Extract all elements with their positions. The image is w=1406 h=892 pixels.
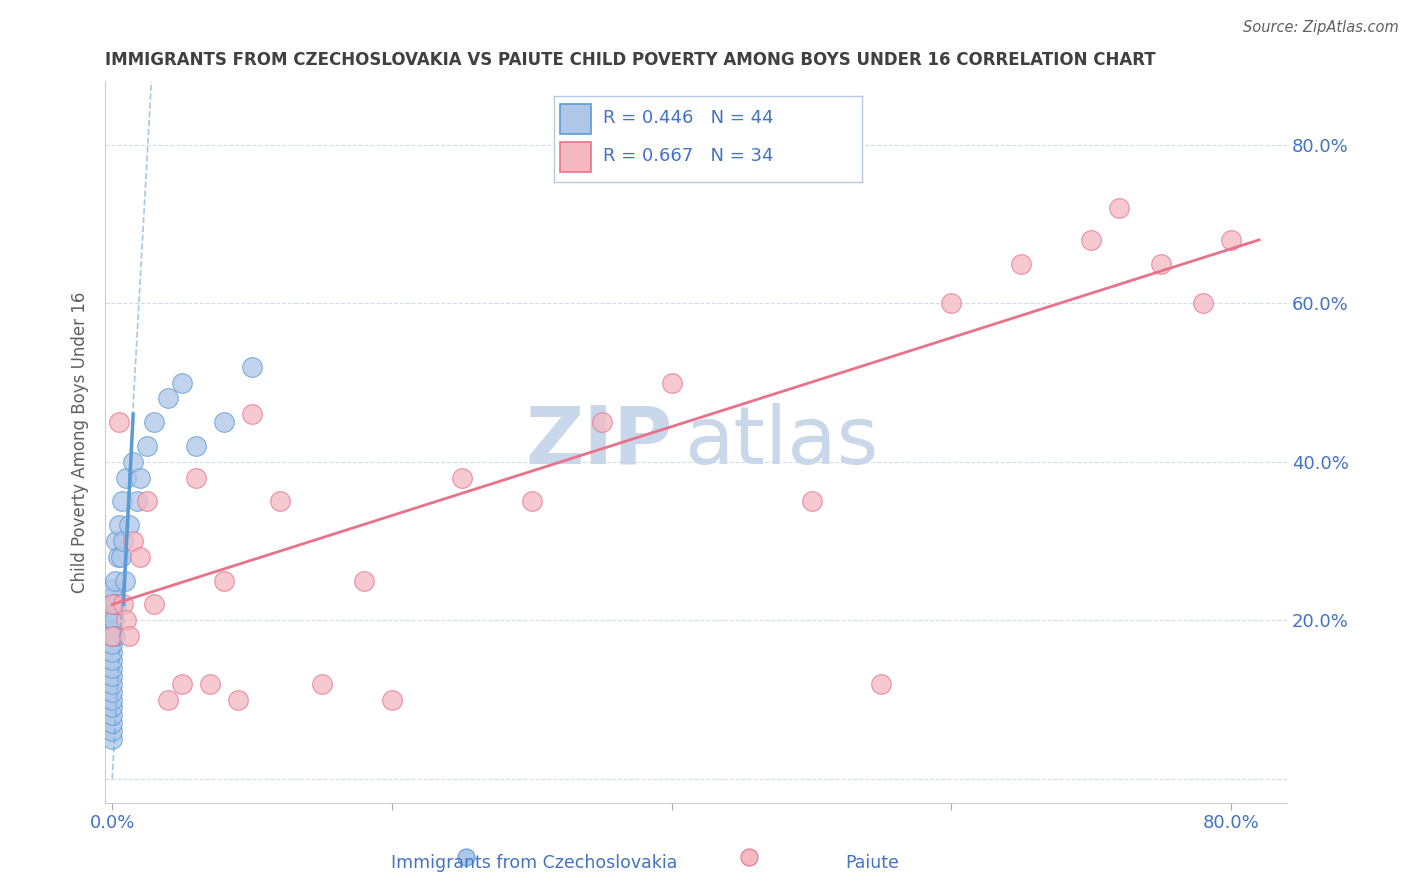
Point [143, 415, 166, 429]
Point [101, 598, 124, 612]
Point [101, 645, 124, 659]
Point [105, 534, 128, 549]
Point [101, 621, 124, 635]
Point [1080, 233, 1102, 247]
Point [198, 676, 221, 690]
Point [800, 494, 823, 508]
Point [104, 574, 127, 588]
Point [101, 700, 124, 714]
Point [451, 470, 474, 484]
Text: ZIP: ZIP [526, 403, 672, 481]
Text: Source: ZipAtlas.com: Source: ZipAtlas.com [1243, 20, 1399, 35]
Point [520, 494, 543, 508]
Point [127, 494, 149, 508]
Point [101, 653, 124, 667]
Point [1010, 257, 1032, 271]
Point [107, 549, 129, 564]
Point [1220, 233, 1243, 247]
Point [101, 629, 124, 643]
Point [101, 716, 124, 731]
Point [122, 534, 145, 549]
Point [353, 574, 375, 588]
Point [101, 590, 124, 604]
Point [101, 732, 124, 747]
Point [101, 582, 124, 596]
Point [108, 415, 131, 429]
Point [870, 676, 893, 690]
Point [101, 724, 124, 739]
Point [863, 831, 886, 846]
Point [101, 613, 124, 627]
Point [240, 407, 263, 421]
Point [941, 296, 963, 310]
Point [101, 606, 124, 620]
Point [108, 518, 131, 533]
Point [157, 392, 180, 406]
Point [103, 613, 125, 627]
Point [101, 637, 124, 651]
Point [226, 692, 249, 706]
Point [184, 470, 207, 484]
Point [136, 439, 159, 453]
Point [110, 549, 132, 564]
Point [172, 676, 194, 690]
Point [101, 684, 124, 698]
Text: Immigrants from Czechoslovakia: Immigrants from Czechoslovakia [391, 855, 678, 872]
Point [212, 415, 235, 429]
Point [112, 598, 135, 612]
Text: IMMIGRANTS FROM CZECHOSLOVAKIA VS PAIUTE CHILD POVERTY AMONG BOYS UNDER 16 CORRE: IMMIGRANTS FROM CZECHOSLOVAKIA VS PAIUTE… [105, 51, 1156, 69]
Point [143, 598, 166, 612]
Point [115, 470, 138, 484]
Point [118, 629, 141, 643]
Point [122, 455, 145, 469]
Point [101, 669, 124, 683]
Point [111, 494, 134, 508]
Point [101, 676, 124, 690]
Point [240, 359, 263, 374]
Point [105, 598, 128, 612]
Point [1192, 296, 1215, 310]
Point [136, 494, 159, 508]
Point [101, 708, 124, 723]
Point [129, 549, 152, 564]
Point [103, 598, 125, 612]
Point [118, 518, 141, 533]
Point [114, 574, 136, 588]
Point [101, 661, 124, 675]
Point [157, 692, 180, 706]
Point [104, 629, 127, 643]
Text: atlas: atlas [685, 403, 879, 481]
Point [269, 494, 291, 508]
Point [1108, 201, 1130, 215]
Point [381, 692, 404, 706]
Point [115, 613, 138, 627]
Point [172, 376, 194, 390]
Point [661, 376, 683, 390]
Point [591, 415, 613, 429]
Point [129, 470, 152, 484]
Point [101, 629, 124, 643]
Point [311, 676, 333, 690]
Y-axis label: Child Poverty Among Boys Under 16: Child Poverty Among Boys Under 16 [72, 292, 89, 592]
Point [112, 534, 135, 549]
Point [101, 598, 124, 612]
Point [184, 439, 207, 453]
Text: Paiute: Paiute [845, 855, 898, 872]
Point [527, 831, 550, 846]
Point [1150, 257, 1173, 271]
Point [212, 574, 235, 588]
Point [101, 692, 124, 706]
